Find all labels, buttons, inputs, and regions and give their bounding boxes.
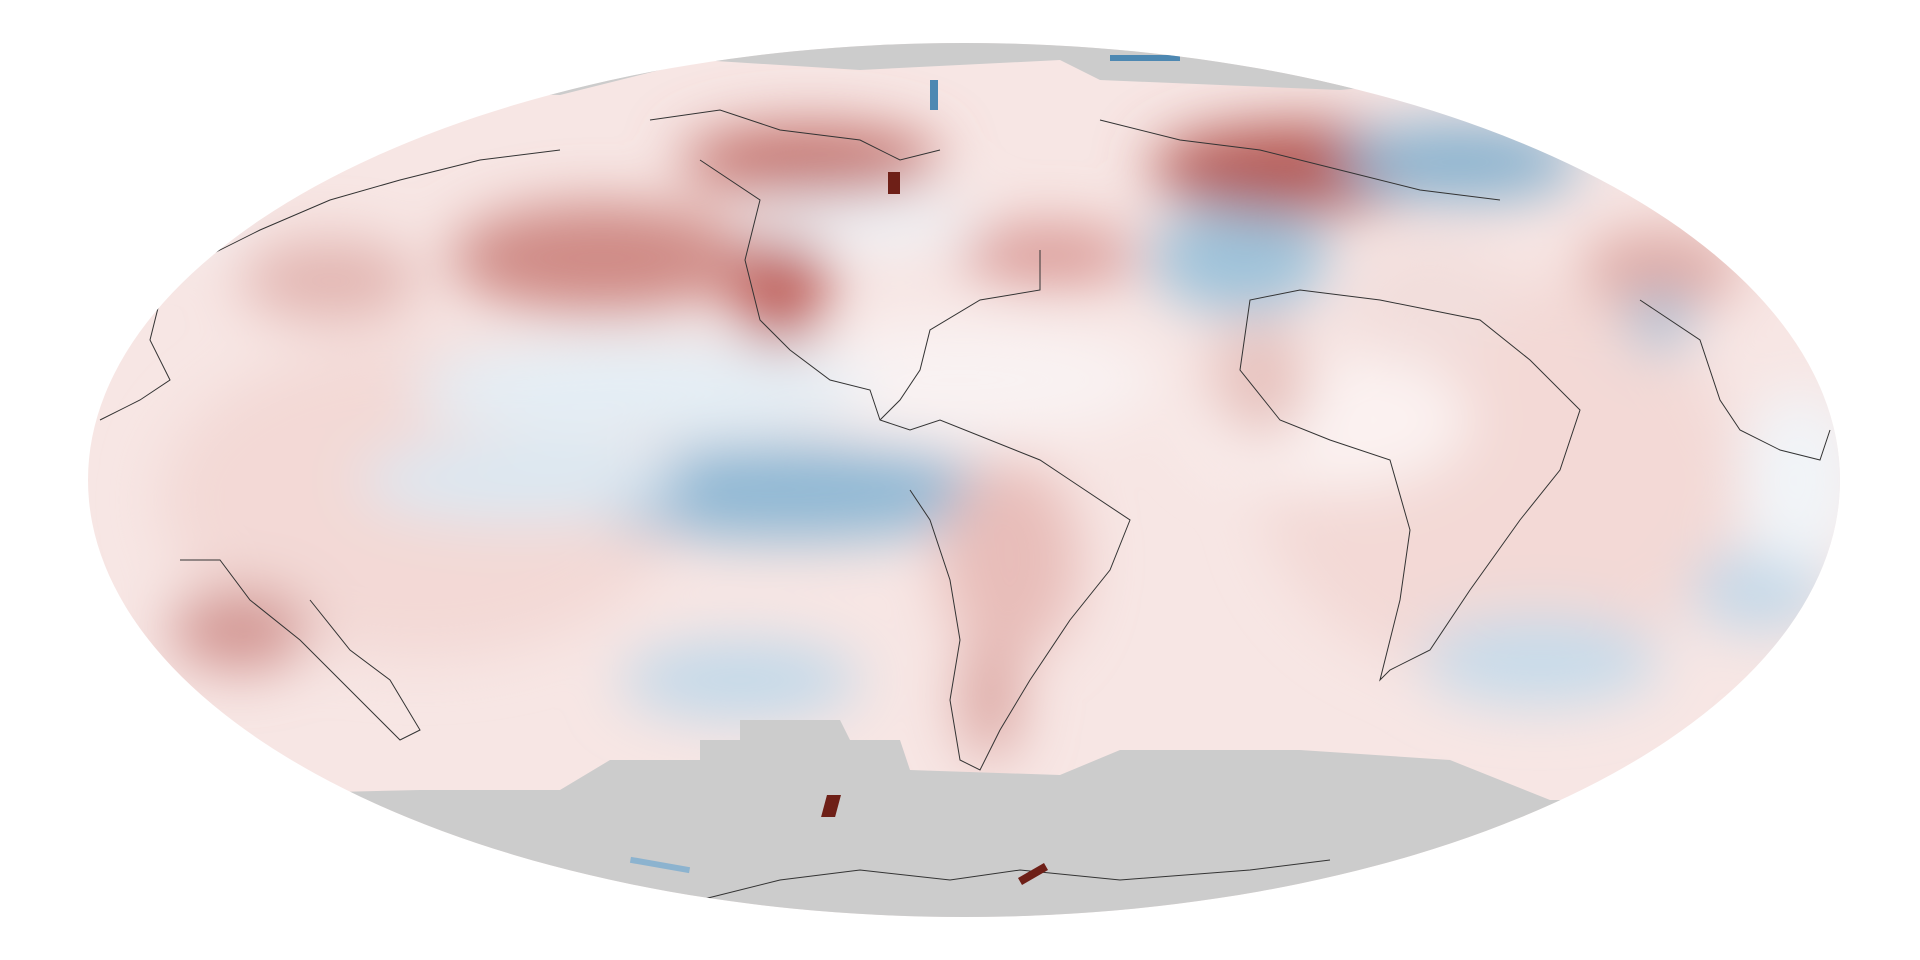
hot-cell (888, 172, 900, 194)
anomaly-field (88, 122, 1840, 760)
cold-strip (629, 856, 691, 874)
hot-cell (821, 795, 841, 817)
hot-cell (1018, 863, 1048, 885)
cold-strip (1110, 55, 1180, 61)
cold-strip (930, 80, 938, 110)
